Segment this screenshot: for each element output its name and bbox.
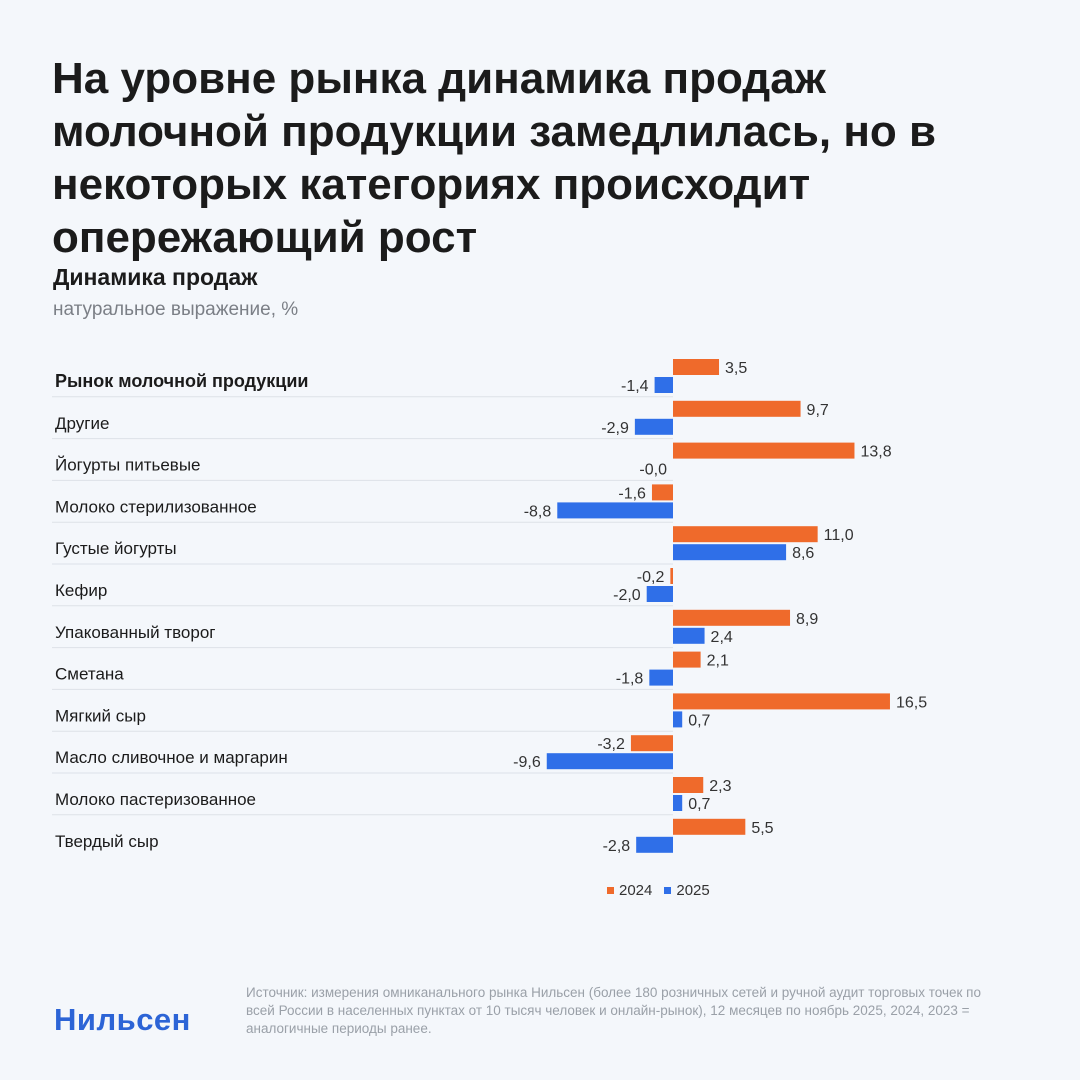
bar-2025-7 [673,627,705,644]
bar-2024-10 [630,735,673,752]
data-label-2024-4: -1,6 [618,485,646,502]
category-label-9: Мягкий сыр [55,706,146,725]
legend-item-2024: 2024 [607,882,652,899]
data-label-2024-12: 5,5 [751,820,773,837]
data-label-2025-7: 2,4 [711,629,733,646]
bar-2025-1 [654,377,673,393]
data-label-2024-7: 8,9 [796,611,818,628]
category-label-2: Другие [55,414,109,433]
category-label-8: Сметана [55,665,124,684]
data-label-2024-6: -0,2 [637,569,665,586]
category-label-5: Густые йогурты [55,539,177,558]
chart-title: Динамика продаж [53,264,258,290]
bar-2025-4 [557,502,673,519]
data-label-2024-8: 2,1 [707,653,729,670]
legend-swatch-2024 [607,887,614,894]
category-label-12: Твердый сыр [55,832,159,851]
data-label-2025-6: -2,0 [613,587,641,604]
bar-2024-11 [673,777,704,793]
legend-swatch-2025 [664,887,672,894]
bar-2024-5 [673,526,818,543]
source-note: Источник: измерения омниканального рынка… [246,985,981,1036]
data-label-2025-10: -9,6 [513,754,541,771]
legend-label-2025: 2025 [676,882,710,899]
bar-chart: Рынок молочной продукции 3,5 -1,4 Другие 9,7… [52,359,927,855]
bar-2025-11 [673,795,683,811]
bar-2025-9 [673,711,683,728]
category-label-3: Йогурты питьевые [55,456,201,475]
category-label-6: Кефир [55,581,107,600]
legend-item-2025: 2025 [664,882,710,899]
data-label-2025-2: -2,9 [601,420,629,437]
bar-2024-8 [673,651,701,668]
bar-2024-9 [673,693,890,710]
data-label-2025-11: 0,7 [688,796,710,813]
legend: 2024 2025 [607,882,710,899]
data-label-2024-2: 9,7 [807,402,829,419]
bar-2024-1 [673,359,720,375]
data-label-2025-1: -1,4 [621,378,649,395]
bar-2024-3 [673,442,855,459]
bar-2024-4 [651,484,673,501]
bar-2025-10 [546,753,673,770]
category-label-10: Масло сливочное и маргарин [55,748,288,767]
bar-2024-2 [673,400,801,417]
category-label-11: Молоко пастеризованное [55,790,256,809]
chart-subtitle: натуральное выражение, % [53,299,299,320]
data-label-2024-5: 11,0 [824,527,854,544]
bar-2025-5 [673,544,787,561]
data-label-2025-12: -2,8 [603,838,631,855]
data-label-2024-3: 13,8 [860,444,891,461]
legend-label-2024: 2024 [619,882,653,899]
category-label-1: Рынок молочной продукции [55,371,309,391]
bar-2025-12 [636,836,673,853]
nielsen-logo: Нильсен [54,1002,191,1037]
data-label-2024-1: 3,5 [725,360,747,377]
data-label-2025-5: 8,6 [792,545,814,562]
data-label-2025-3: -0,0 [639,462,667,479]
bar-2024-6 [670,568,673,584]
bar-2024-7 [673,609,791,626]
data-label-2025-8: -1,8 [616,671,644,688]
category-label-4: Молоко стерилизованное [55,497,257,516]
bar-2025-2 [634,418,673,435]
data-label-2025-9: 0,7 [688,712,710,729]
headline: На уровне рынка динамика продаж молочной… [52,54,937,262]
bar-2025-6 [646,586,673,602]
data-label-2024-9: 16,5 [896,694,927,711]
data-label-2024-11: 2,3 [709,778,731,795]
bar-2025-8 [649,669,673,686]
category-label-7: Упакованный творог [55,623,215,642]
bar-2024-12 [673,818,746,835]
data-label-2024-10: -3,2 [597,736,625,753]
data-label-2025-4: -8,8 [524,503,552,520]
